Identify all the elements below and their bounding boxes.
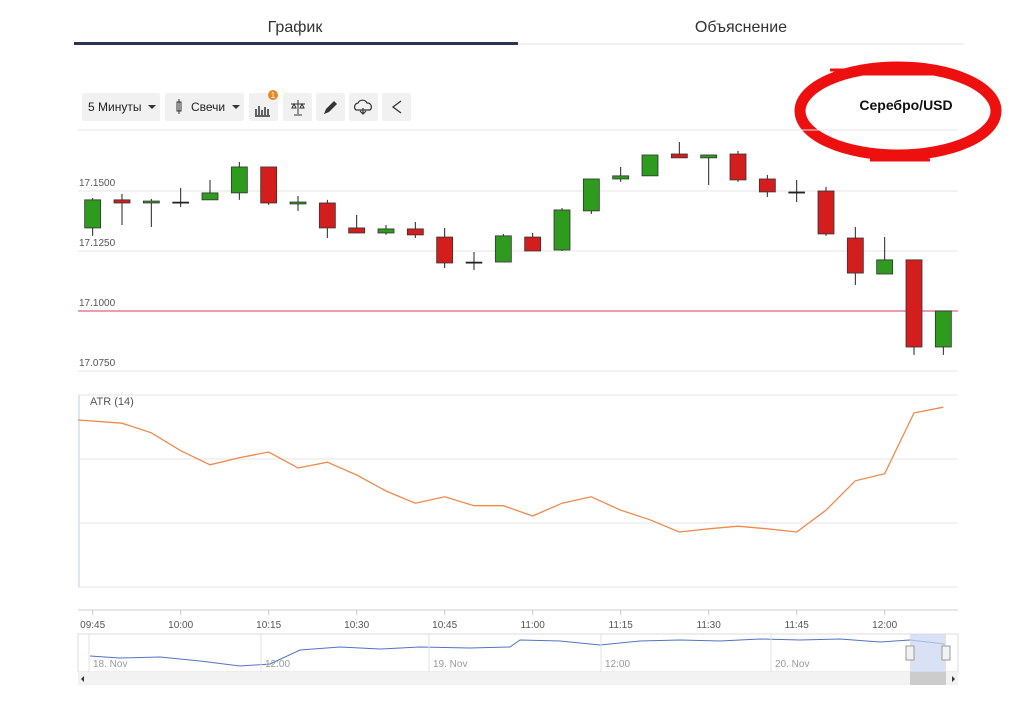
candle-body <box>260 166 278 204</box>
x-tick-label: 10:00 <box>168 620 193 631</box>
candle-body <box>289 201 307 205</box>
candle-body <box>406 228 424 236</box>
tab-explanation[interactable]: Объяснение <box>695 19 787 36</box>
dropdown-arrow <box>232 105 240 109</box>
navigator-label: 19. Nov <box>433 659 467 670</box>
chart-title: Серебро/USD <box>859 97 952 113</box>
x-tick-label: 11:15 <box>609 620 634 631</box>
candle-body <box>142 200 160 204</box>
indicators-icon <box>255 106 270 117</box>
x-tick-label: 11:30 <box>697 620 722 631</box>
save-icon <box>354 99 372 115</box>
candle-body <box>553 209 571 251</box>
candle-body <box>494 235 512 263</box>
x-tick-label: 10:45 <box>432 620 457 631</box>
candle-body <box>348 227 366 234</box>
candle-body <box>817 190 835 235</box>
candle-body <box>670 153 688 159</box>
candle-body <box>230 166 248 194</box>
candle-body <box>172 201 189 204</box>
y-tick-label: 17.0750 <box>79 358 116 369</box>
candle-body <box>729 153 747 181</box>
candle-body <box>905 259 923 348</box>
candle-body <box>846 237 864 274</box>
atr-line <box>77 406 944 533</box>
x-tick-label: 12:00 <box>872 620 897 631</box>
navigator-label: 18. Nov <box>93 659 127 670</box>
navigator-label: 12:00 <box>265 659 290 670</box>
x-tick-label: 09:45 <box>80 620 105 631</box>
chart-type-label: Свечи <box>191 100 225 114</box>
share-icon <box>391 100 402 114</box>
candle-body <box>318 202 336 229</box>
candle-body <box>612 175 630 180</box>
navigator-range[interactable] <box>910 634 946 672</box>
save-button[interactable] <box>349 93 378 121</box>
candle-body <box>758 178 776 193</box>
x-tick-label: 11:45 <box>785 620 810 631</box>
y-tick-label: 17.1500 <box>79 178 116 189</box>
share-button[interactable] <box>382 93 411 121</box>
navigator[interactable] <box>77 633 959 673</box>
navigator-handle[interactable] <box>905 645 915 661</box>
x-tick-label: 10:15 <box>256 620 281 631</box>
x-tick-label: 11:00 <box>521 620 546 631</box>
navigator-series <box>89 638 946 667</box>
candle-body <box>876 259 894 275</box>
compare-icon <box>291 100 305 116</box>
candle-body <box>582 178 600 212</box>
chart-type-button[interactable] <box>165 93 244 121</box>
tab-underline <box>74 42 518 45</box>
navigator-handle[interactable] <box>941 645 951 661</box>
candle-body <box>465 261 483 264</box>
candle-body <box>524 236 542 252</box>
candle-body <box>84 199 102 229</box>
candle-body <box>436 236 454 264</box>
candle-body <box>113 199 131 204</box>
indicator-label: ATR (14) <box>90 396 134 408</box>
badge <box>268 90 278 100</box>
x-tick-label: 10:30 <box>344 620 369 631</box>
candle-body <box>201 192 219 201</box>
interval-label: 5 Минуты <box>88 100 141 114</box>
candle-body <box>934 310 952 348</box>
candle-body <box>700 154 718 159</box>
candle-body <box>641 154 659 177</box>
tab-chart[interactable]: График <box>268 19 324 36</box>
candle-body <box>377 228 395 234</box>
navigator-label: 12:00 <box>605 659 630 670</box>
scrollbar-thumb[interactable] <box>910 672 946 685</box>
y-tick-label: 17.1250 <box>79 238 116 249</box>
y-tick-label: 17.1000 <box>79 298 116 309</box>
scrollbar[interactable] <box>78 672 958 685</box>
badge-count: 1 <box>271 91 276 100</box>
dropdown-arrow <box>148 105 156 109</box>
highlight-circle <box>794 61 1002 161</box>
interval-button[interactable] <box>82 93 160 121</box>
navigator-label: 20. Nov <box>775 659 809 670</box>
draw-icon <box>324 101 337 114</box>
highlight-scribble <box>830 68 950 162</box>
candle-body <box>788 191 805 194</box>
